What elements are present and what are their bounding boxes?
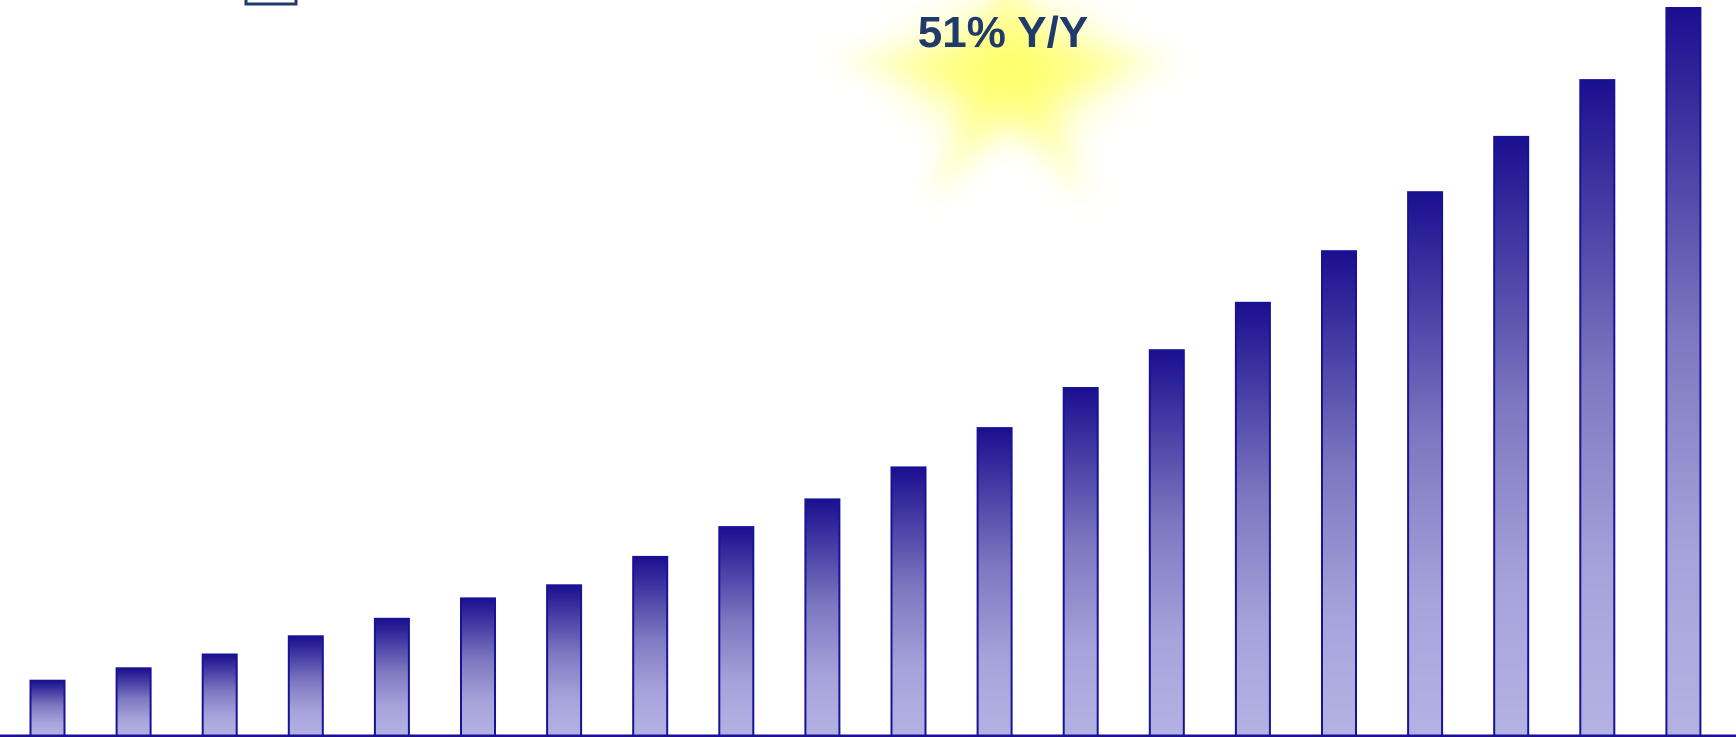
bar-11 <box>890 466 927 737</box>
bar-14 <box>1148 349 1185 737</box>
sunburst-glow <box>830 0 1180 200</box>
bar-10 <box>804 498 841 737</box>
bar-2 <box>115 667 152 737</box>
bar-series <box>29 7 1702 737</box>
bar-8 <box>632 555 669 737</box>
bar-13 <box>1062 387 1099 737</box>
bar-20 <box>1665 7 1702 737</box>
bar-7 <box>546 584 583 737</box>
corner-logo-fragment <box>244 0 298 6</box>
bar-6 <box>460 597 496 737</box>
bar-1 <box>29 679 66 737</box>
bar-16 <box>1321 250 1357 737</box>
growth-annotation: 51% Y/Y <box>918 8 1088 57</box>
bar-17 <box>1407 191 1444 737</box>
bar-5 <box>373 617 410 737</box>
bar-19 <box>1579 79 1616 737</box>
bar-12 <box>976 427 1013 737</box>
bar-18 <box>1493 135 1530 737</box>
bar-15 <box>1234 301 1271 737</box>
bar-3 <box>201 653 238 737</box>
bar-4 <box>287 635 324 737</box>
bar-9 <box>718 526 755 737</box>
